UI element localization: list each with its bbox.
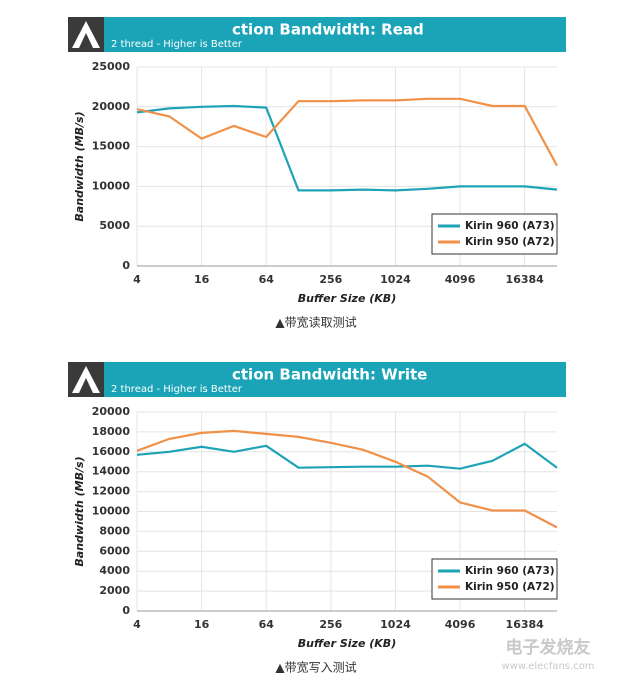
caption: ▲带宽读取测试 bbox=[275, 315, 356, 330]
y-tick-label: 15000 bbox=[92, 140, 131, 153]
x-tick-label: 4 bbox=[133, 273, 141, 286]
legend-label: Kirin 950 (A72) bbox=[465, 236, 555, 248]
y-tick-label: 18000 bbox=[92, 425, 131, 438]
series-line bbox=[136, 429, 558, 529]
chart-subtitle: 2 thread - Higher is Better bbox=[111, 39, 243, 50]
y-tick-label: 5000 bbox=[99, 219, 130, 232]
series-line bbox=[136, 97, 558, 167]
x-tick-label: 4096 bbox=[445, 273, 476, 286]
x-axis-title: Buffer Size (KB) bbox=[298, 637, 396, 650]
x-tick-label: 16 bbox=[194, 618, 210, 631]
x-tick-label: 16 bbox=[194, 273, 210, 286]
y-tick-label: 0 bbox=[122, 259, 130, 272]
chart-subtitle: 2 thread - Higher is Better bbox=[111, 384, 243, 395]
y-tick-label: 2000 bbox=[99, 584, 130, 597]
header-bar bbox=[68, 362, 566, 397]
x-tick-label: 64 bbox=[259, 618, 275, 631]
logo-mark bbox=[72, 21, 100, 48]
logo-mark bbox=[72, 366, 100, 393]
y-axis-title: Bandwidth (MB/s) bbox=[73, 456, 86, 566]
y-tick-label: 12000 bbox=[92, 485, 131, 498]
x-tick-label: 256 bbox=[319, 273, 342, 286]
x-tick-label: 4 bbox=[133, 618, 141, 631]
chart-title: ction Bandwidth: Read bbox=[232, 21, 424, 39]
caption: ▲带宽写入测试 bbox=[275, 660, 356, 675]
y-tick-label: 6000 bbox=[99, 544, 130, 557]
y-tick-label: 10000 bbox=[92, 179, 131, 192]
x-tick-label: 16384 bbox=[506, 273, 545, 286]
legend-label: Kirin 950 (A72) bbox=[465, 581, 555, 593]
legend-label: Kirin 960 (A73) bbox=[465, 220, 555, 232]
header-bar bbox=[68, 17, 566, 52]
watermark-url: www.elecfans.com bbox=[501, 661, 594, 672]
y-tick-label: 0 bbox=[122, 604, 130, 617]
y-tick-label: 20000 bbox=[92, 405, 131, 418]
y-tick-label: 25000 bbox=[92, 60, 131, 73]
y-axis-title: Bandwidth (MB/s) bbox=[73, 111, 86, 221]
x-tick-label: 256 bbox=[319, 618, 342, 631]
x-axis-title: Buffer Size (KB) bbox=[298, 292, 396, 305]
series-line bbox=[136, 104, 558, 192]
y-tick-label: 14000 bbox=[92, 465, 131, 478]
y-tick-label: 8000 bbox=[99, 524, 130, 537]
series-line bbox=[136, 442, 558, 470]
legend-box bbox=[431, 558, 558, 600]
y-tick-label: 10000 bbox=[92, 505, 131, 518]
y-tick-label: 4000 bbox=[99, 564, 130, 577]
watermark-name: 电子发烧友 bbox=[506, 637, 591, 658]
x-tick-label: 1024 bbox=[380, 618, 411, 631]
x-tick-label: 4096 bbox=[445, 618, 476, 631]
x-tick-label: 1024 bbox=[380, 273, 411, 286]
chart-title: ction Bandwidth: Write bbox=[232, 366, 427, 384]
y-tick-label: 20000 bbox=[92, 100, 131, 113]
y-tick-label: 16000 bbox=[92, 445, 131, 458]
legend-label: Kirin 960 (A73) bbox=[465, 565, 555, 577]
x-tick-label: 64 bbox=[259, 273, 275, 286]
x-tick-label: 16384 bbox=[506, 618, 545, 631]
legend-box bbox=[431, 213, 558, 255]
